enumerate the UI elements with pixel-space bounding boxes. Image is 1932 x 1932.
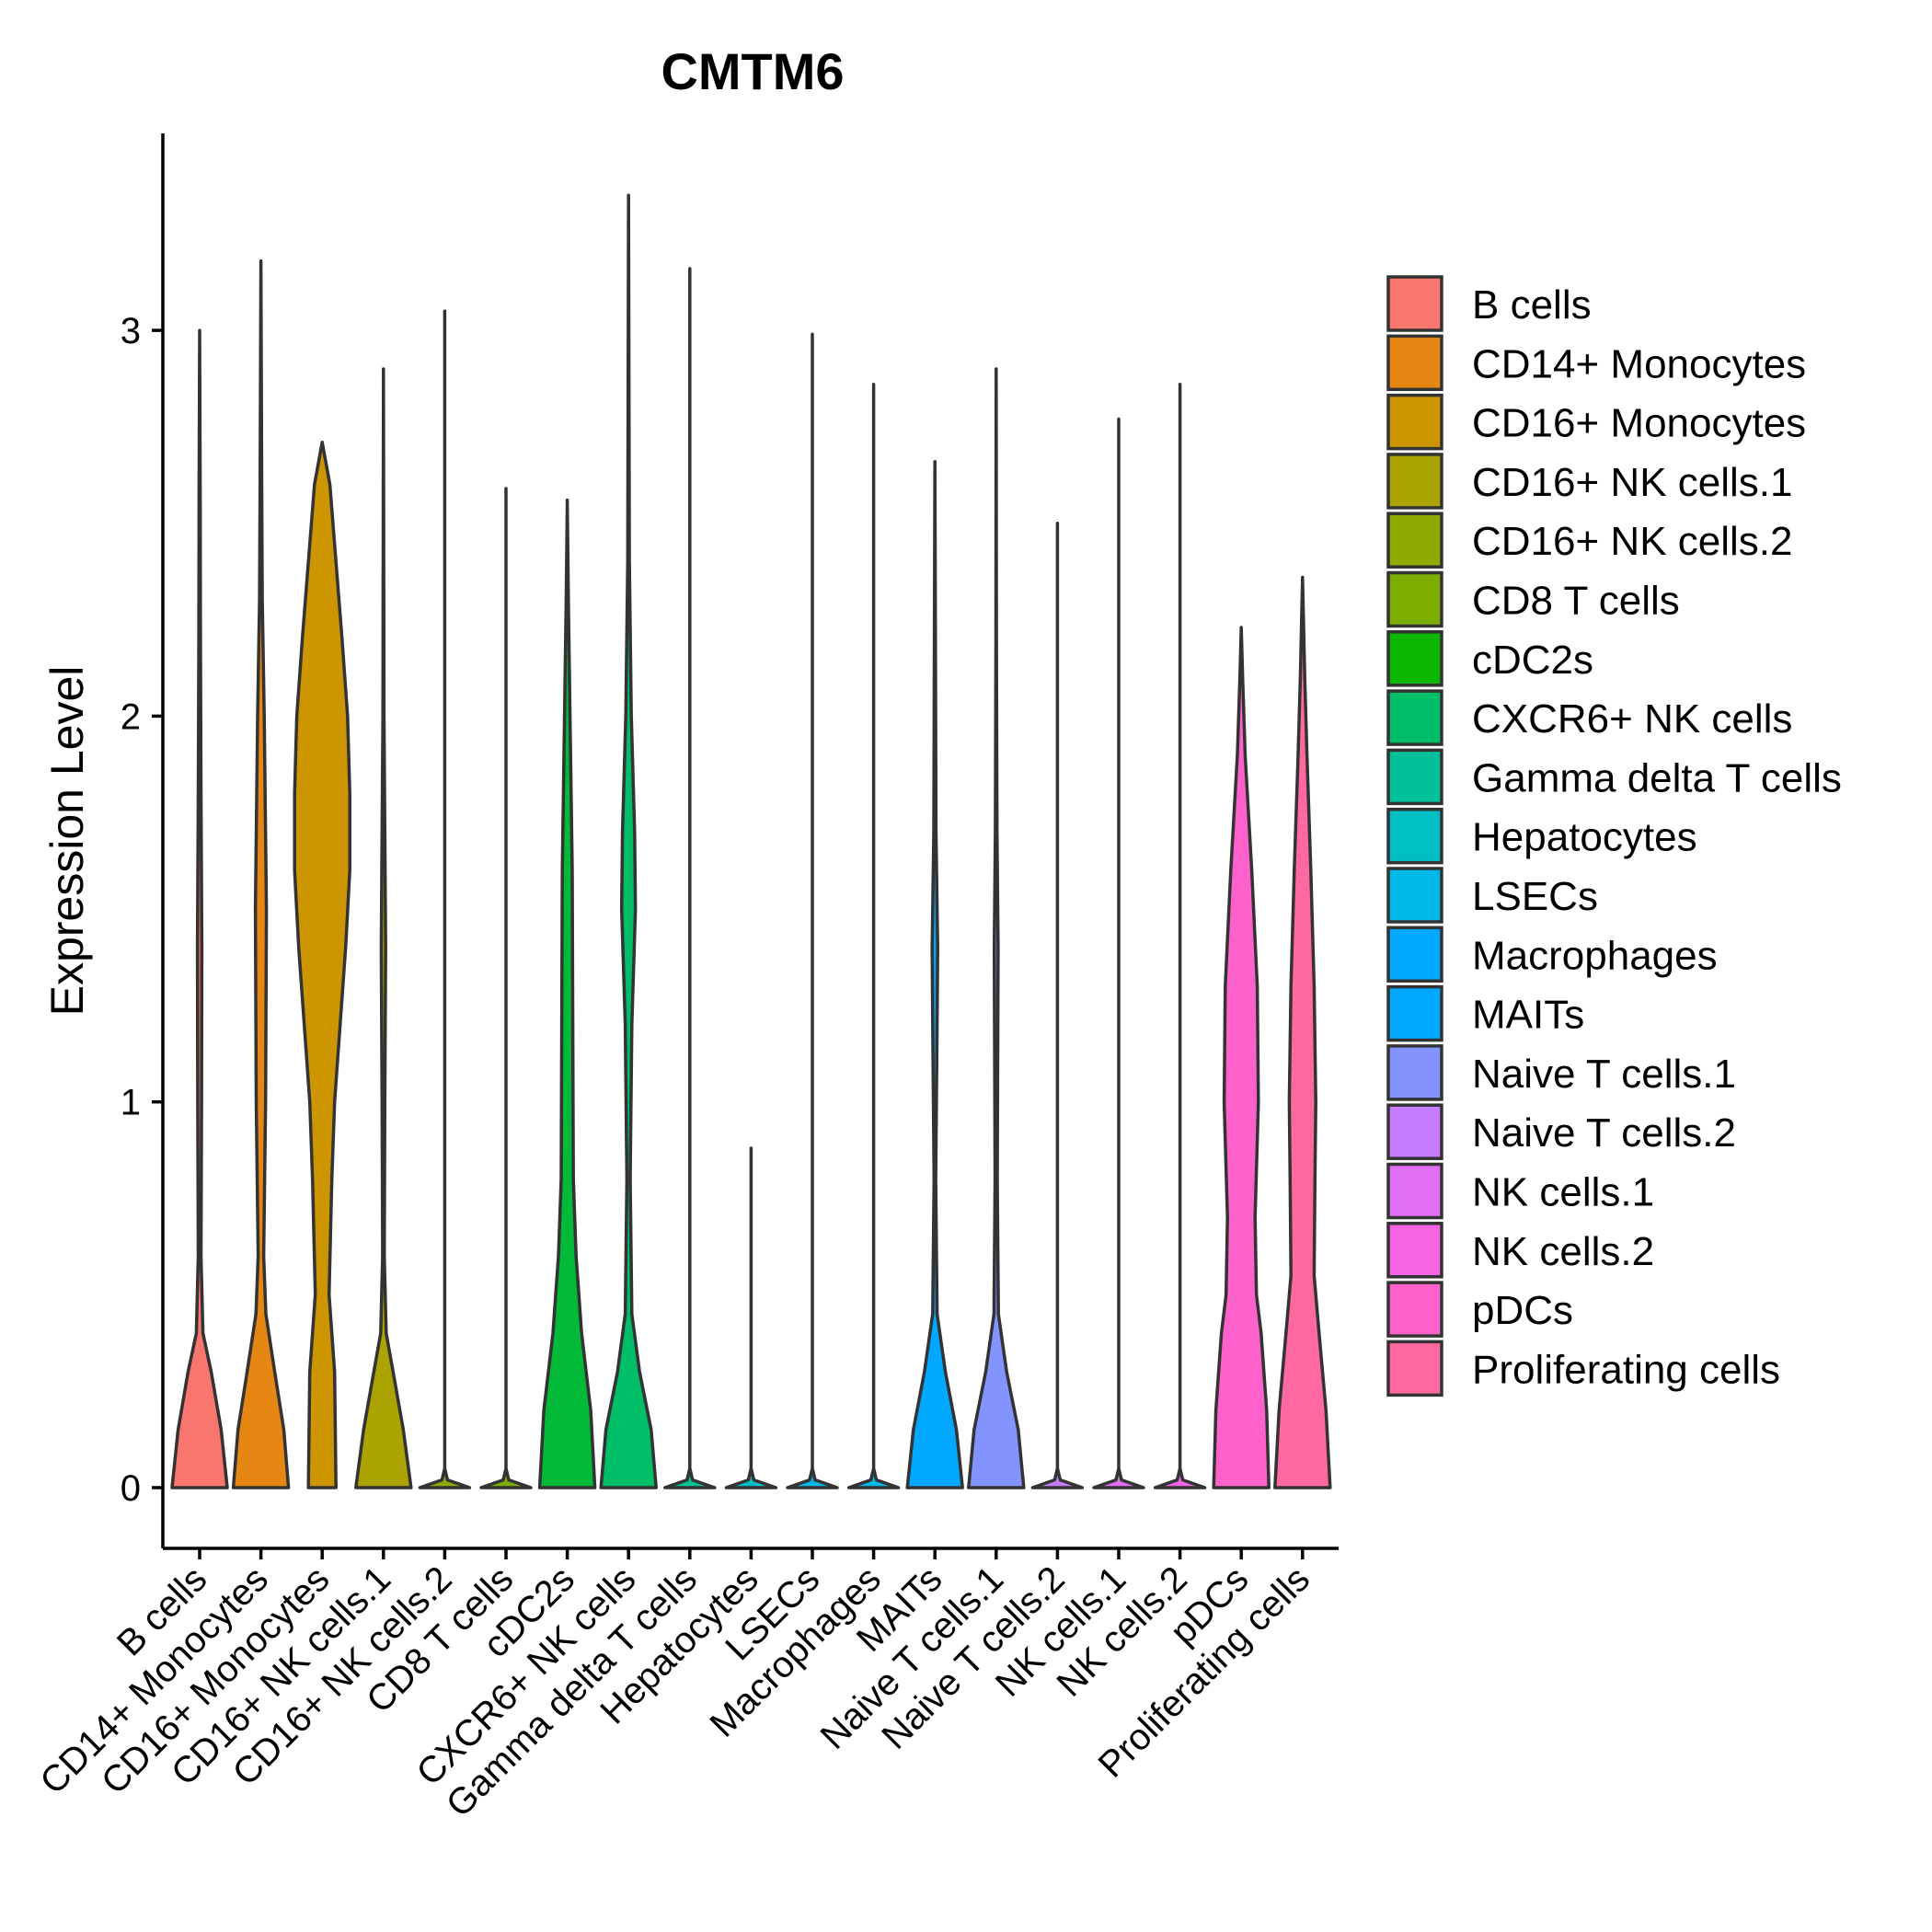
- legend-key-nk-cells-2: [1386, 1222, 1443, 1279]
- legend-label-hepatocytes: Hepatocytes: [1472, 815, 1697, 860]
- violin-nk-cells-2: [1153, 383, 1207, 1489]
- violin-proliferating-cells: [1273, 575, 1332, 1489]
- y-tick-label-3: 3: [121, 311, 141, 351]
- legend-key-hepatocytes: [1386, 807, 1443, 865]
- legend-key-cd8-t-cells: [1386, 570, 1443, 628]
- y-tick-label-0: 0: [121, 1468, 141, 1509]
- legend-key-naive-t-cells-1: [1386, 1044, 1443, 1101]
- y-tick-label-1: 1: [121, 1083, 141, 1123]
- legend-key-cd14plus-monocytes: [1386, 334, 1443, 392]
- legend-key-proliferating-cells: [1386, 1340, 1443, 1397]
- legend-label-proliferating-cells: Proliferating cells: [1472, 1347, 1780, 1392]
- violin-b-cells: [170, 328, 229, 1489]
- violin-layer: [170, 193, 1332, 1489]
- legend-key-lsecs: [1386, 867, 1443, 924]
- legend-key-cxcr6plus-nk-cells: [1386, 689, 1443, 746]
- violin-nk-cells-1: [1092, 417, 1145, 1489]
- legend-label-cd16plus-monocytes: CD16+ Monocytes: [1472, 401, 1806, 446]
- legend-key-gamma-delta-t-cells: [1386, 748, 1443, 806]
- violin-cd16plus-nk-cells-1: [354, 367, 413, 1489]
- chart-title: CMTM6: [661, 42, 844, 100]
- legend-label-gamma-delta-t-cells: Gamma delta T cells: [1472, 755, 1842, 800]
- violin-cd16plus-monocytes: [293, 440, 351, 1489]
- violin-cd14plus-monocytes: [231, 259, 291, 1489]
- legend: B cells CD14+ Monocytes CD16+ Monocytes CD1…: [1386, 275, 1842, 1397]
- y-tick-label-2: 2: [121, 696, 141, 737]
- legend-label-cd16plus-nk-cells-1: CD16+ NK cells.1: [1472, 460, 1792, 505]
- legend-label-cd16plus-nk-cells-2: CD16+ NK cells.2: [1472, 519, 1792, 564]
- violin-cdc2s: [537, 498, 597, 1489]
- legend-label-cd14plus-monocytes: CD14+ Monocytes: [1472, 341, 1806, 386]
- legend-key-naive-t-cells-2: [1386, 1103, 1443, 1160]
- legend-key-cdc2s: [1386, 630, 1443, 687]
- violin-naive-t-cells-2: [1030, 522, 1085, 1489]
- violin-cxcr6plus-nk-cells: [599, 193, 658, 1489]
- violin-lsecs: [786, 332, 839, 1489]
- legend-key-cd16plus-monocytes: [1386, 393, 1443, 451]
- violin-hepatocytes: [724, 1146, 778, 1489]
- legend-label-macrophages: Macrophages: [1472, 933, 1718, 978]
- legend-label-pdcs: pDCs: [1472, 1288, 1573, 1333]
- violin-maits: [905, 459, 964, 1489]
- violin-gamma-delta-t-cells: [663, 267, 717, 1489]
- violin-macrophages: [846, 383, 901, 1489]
- legend-key-maits: [1386, 984, 1443, 1042]
- legend-label-cdc2s: cDC2s: [1472, 638, 1593, 683]
- legend-key-cd16plus-nk-cells-1: [1386, 453, 1443, 510]
- violin-pdcs: [1212, 626, 1271, 1489]
- legend-key-nk-cells-1: [1386, 1162, 1443, 1220]
- violin-cd16plus-nk-cells-2: [418, 309, 472, 1489]
- legend-key-cd16plus-nk-cells-2: [1386, 512, 1443, 569]
- legend-label-lsecs: LSECs: [1472, 874, 1598, 919]
- legend-key-pdcs: [1386, 1281, 1443, 1338]
- legend-label-cxcr6plus-nk-cells: CXCR6+ NK cells: [1472, 696, 1792, 742]
- legend-label-naive-t-cells-2: Naive T cells.2: [1472, 1110, 1736, 1156]
- legend-label-naive-t-cells-1: Naive T cells.1: [1472, 1052, 1736, 1097]
- legend-label-nk-cells-2: NK cells.2: [1472, 1229, 1654, 1274]
- legend-label-maits: MAITs: [1472, 993, 1584, 1038]
- legend-label-nk-cells-1: NK cells.1: [1472, 1170, 1654, 1215]
- legend-label-b-cells: B cells: [1472, 282, 1592, 328]
- legend-label-cd8-t-cells: CD8 T cells: [1472, 579, 1680, 624]
- legend-key-macrophages: [1386, 926, 1443, 983]
- violin-cd8-t-cells: [479, 487, 533, 1489]
- y-axis-label: Expression Level: [41, 666, 93, 1017]
- legend-key-b-cells: [1386, 275, 1443, 332]
- violin-naive-t-cells-1: [967, 367, 1026, 1489]
